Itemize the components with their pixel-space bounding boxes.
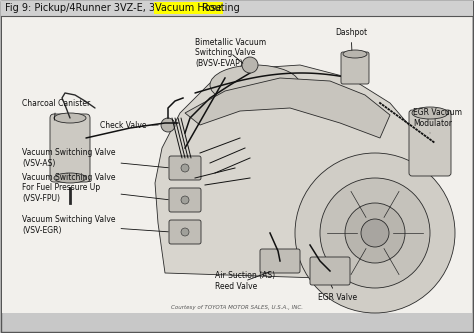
Ellipse shape [343,50,367,58]
Circle shape [295,153,455,313]
Text: Vacuum Switching Valve
(VSV-AS): Vacuum Switching Valve (VSV-AS) [22,148,168,168]
FancyBboxPatch shape [260,249,300,273]
FancyBboxPatch shape [310,257,350,285]
Text: EGR Vacuum
Modulator: EGR Vacuum Modulator [413,108,462,133]
Text: Routing: Routing [200,3,240,13]
Text: Charcoal Canister: Charcoal Canister [22,99,90,120]
Polygon shape [155,65,430,278]
Text: Vacuum Hose: Vacuum Hose [155,3,222,13]
FancyBboxPatch shape [169,188,201,212]
Polygon shape [185,78,390,138]
Circle shape [242,57,258,73]
Ellipse shape [54,173,86,183]
Text: Air Suction (AS)
Reed Valve: Air Suction (AS) Reed Valve [215,271,275,291]
FancyBboxPatch shape [169,156,201,180]
FancyBboxPatch shape [50,114,90,182]
Circle shape [181,164,189,172]
Text: EGR Valve: EGR Valve [318,285,357,302]
Text: Courtesy of TOYOTA MOTOR SALES, U.S.A., INC.: Courtesy of TOYOTA MOTOR SALES, U.S.A., … [171,305,303,310]
Circle shape [181,228,189,236]
Text: Fig 9: Pickup/4Runner 3VZ-E, 3.0L V6: Fig 9: Pickup/4Runner 3VZ-E, 3.0L V6 [5,3,189,13]
Bar [1,1,473,16]
FancyBboxPatch shape [341,52,369,84]
Text: Vacuum Switching Valve
For Fuel Pressure Up
(VSV-FPU): Vacuum Switching Valve For Fuel Pressure… [22,173,168,203]
FancyBboxPatch shape [169,220,201,244]
Text: Vacuum Switching Valve
(VSV-EGR): Vacuum Switching Valve (VSV-EGR) [22,215,168,235]
Circle shape [361,219,389,247]
FancyBboxPatch shape [409,110,451,176]
Text: Check Valve: Check Valve [100,121,158,130]
Ellipse shape [210,65,300,105]
Ellipse shape [412,107,448,119]
Text: Bimetallic Vacuum
Switching Valve
(BVSV-EVAP): Bimetallic Vacuum Switching Valve (BVSV-… [195,38,266,68]
Circle shape [181,196,189,204]
Circle shape [161,118,175,132]
Text: Dashpot: Dashpot [335,28,367,50]
Bar [2,17,472,313]
Circle shape [320,178,430,288]
Circle shape [345,203,405,263]
Ellipse shape [54,113,86,123]
